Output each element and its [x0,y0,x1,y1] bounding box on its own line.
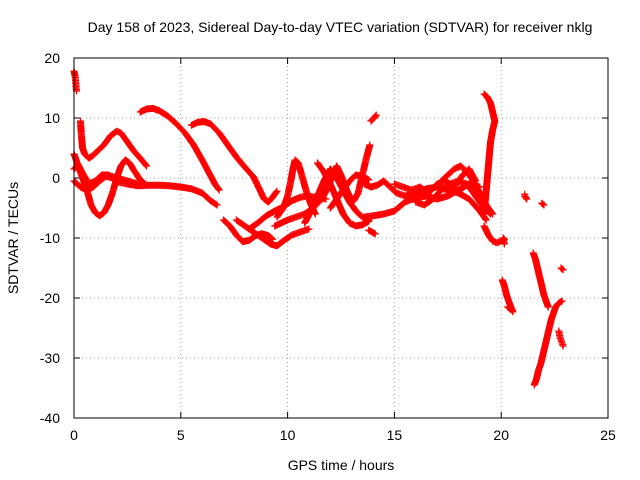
y-tick-label: -10 [40,230,60,246]
data-series-arc-17 [367,111,380,125]
data-series-arc-34 [557,264,567,274]
data-series-arc-24 [480,90,499,218]
y-axis-label: SDTVAR / TECUs [5,182,21,294]
data-series-arc-31 [538,199,548,209]
y-tick-label: -30 [40,350,60,366]
data-series-arc-16 [365,226,379,238]
y-tick-label: 10 [44,110,60,126]
data-series-arc-26 [499,234,508,248]
data-series-arc-1 [70,67,81,95]
y-tick-label: -20 [40,290,60,306]
x-tick-label: 0 [70,427,78,443]
y-tick-label: 20 [44,50,60,66]
data-series-arc-29 [521,190,529,198]
axis-ticks: 0 5 10 15 20 25 20 10 0 -10 -20 -30 -40 [40,50,616,443]
data-points [70,67,567,389]
grid [74,58,608,418]
data-series-arc-7 [187,118,281,206]
data-series-arc-15 [326,171,373,212]
x-tick-label: 15 [387,427,403,443]
y-tick-label: 0 [52,170,60,186]
x-tick-label: 25 [600,427,616,443]
data-series-arc-27 [504,303,516,314]
data-series-arc-2 [76,117,151,170]
data-series-arc-32 [530,297,566,389]
data-series-arc-30 [529,249,552,311]
y-tick-label: -40 [40,410,60,426]
data-series-arc-11 [273,156,319,221]
x-axis-label: GPS time / hours [288,457,395,473]
data-series-arc-6 [136,104,223,194]
x-tick-label: 5 [177,427,185,443]
x-tick-label: 10 [280,427,296,443]
data-series-arc-9 [232,216,313,250]
plot-frame [73,57,609,419]
chart-title: Day 158 of 2023, Sidereal Day-to-day VTE… [88,19,593,35]
data-series-arc-33 [555,327,567,350]
x-tick-label: 20 [493,427,509,443]
